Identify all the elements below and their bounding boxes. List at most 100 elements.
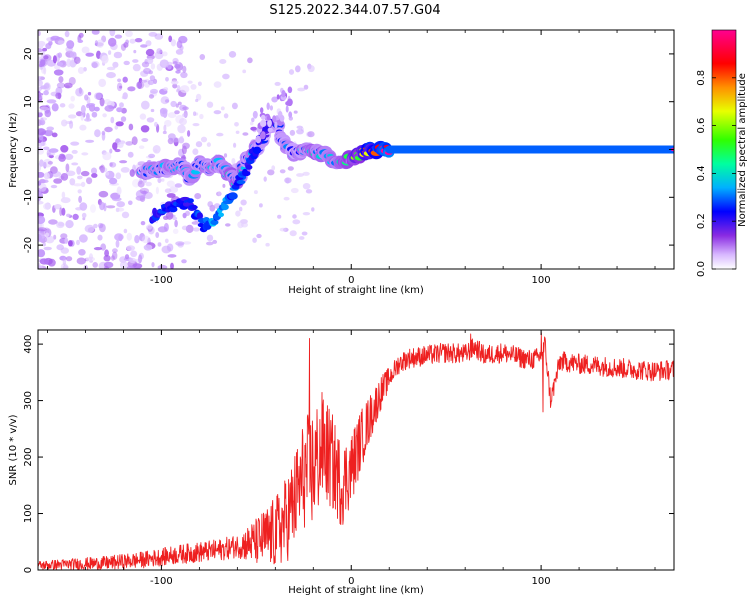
heatmap-cell (292, 219, 301, 225)
heatmap-cell (242, 170, 251, 177)
heatmap-cell (122, 92, 128, 100)
heatmap-cell (116, 82, 123, 92)
heatmap-cell (106, 66, 116, 71)
heatmap-cell (85, 256, 95, 262)
heatmap-cell (79, 124, 87, 131)
x-tick-label: 0 (348, 275, 354, 286)
heatmap-cell (180, 71, 188, 79)
heatmap-cell (145, 48, 155, 57)
heatmap-cell (119, 85, 123, 89)
heatmap-cell (131, 136, 138, 146)
heatmap-cell (259, 203, 263, 208)
heatmap-cell (223, 153, 228, 158)
heatmap-cell (77, 175, 83, 180)
heatmap-cell (133, 49, 137, 54)
heatmap-cell (78, 249, 86, 256)
heatmap-cell (99, 97, 105, 107)
y-tick-label: 0 (23, 567, 34, 573)
heatmap-cell (69, 51, 77, 58)
heatmap-cell (69, 178, 76, 186)
snr-frame (37, 329, 675, 571)
heatmap-cell (109, 177, 118, 185)
heatmap-cell (283, 196, 290, 201)
heatmap-cell (206, 101, 214, 108)
heatmap-cell (128, 123, 134, 131)
heatmap-cell (38, 200, 44, 205)
heatmap-cell (38, 110, 43, 114)
heatmap-cell (155, 186, 159, 195)
heatmap-cell (168, 35, 173, 43)
y-tick-label: -10 (23, 189, 34, 205)
x-tick-label: -100 (150, 576, 173, 587)
heatmap-cell (48, 148, 59, 153)
heatmap-cell (109, 148, 113, 154)
heatmap-cell (80, 181, 86, 188)
heatmap-cell (70, 141, 80, 146)
y-tick-label: 10 (23, 95, 34, 108)
heatmap-cell (187, 130, 191, 137)
heatmap-cell (213, 81, 222, 88)
heatmap-cell (287, 86, 293, 94)
heatmap-cell (307, 65, 315, 73)
heatmap-cell (165, 77, 169, 82)
heatmap-cell (109, 162, 117, 168)
heatmap-cell (213, 110, 222, 115)
heatmap-cell (116, 201, 125, 208)
heatmap-cell (39, 258, 49, 265)
heatmap-cell (137, 180, 145, 188)
heatmap-cell (181, 259, 187, 264)
heatmap-cell (114, 233, 124, 241)
x-tick-label: 100 (532, 275, 551, 286)
heatmap-cell (274, 81, 281, 86)
heatmap-cell (255, 135, 262, 144)
heatmap-cell (156, 48, 162, 55)
heatmap-cell (99, 223, 106, 233)
heatmap-cell (94, 129, 101, 138)
heatmap-cell (129, 169, 135, 177)
heatmap-cell (60, 145, 69, 153)
heatmap-cell (119, 160, 128, 164)
heatmap-cell (129, 38, 136, 44)
heatmap-cell (185, 210, 190, 216)
heatmap-cell (59, 103, 66, 108)
heatmap-cell (174, 110, 180, 115)
heatmap-cell (76, 239, 80, 246)
heatmap-cell (176, 40, 183, 49)
heatmap-cell (122, 76, 128, 83)
heatmap-cell (40, 117, 47, 121)
heatmap-cell (53, 178, 63, 184)
heatmap-cell (160, 178, 165, 182)
heatmap-cell (104, 266, 109, 269)
heatmap-cell (249, 121, 254, 126)
heatmap-cell (105, 171, 110, 176)
heatmap-cell (123, 228, 128, 234)
heatmap-cell (43, 90, 49, 96)
heatmap-cell (42, 242, 46, 247)
heatmap-cell (51, 171, 62, 178)
heatmap-cell (94, 106, 100, 112)
heatmap-cell (60, 197, 71, 204)
heatmap-cell (55, 92, 62, 99)
heatmap-cell (245, 164, 253, 170)
heatmap-cell (180, 135, 184, 140)
heatmap-cell (65, 170, 76, 177)
heatmap-cell (157, 264, 168, 269)
heatmap-cell (92, 262, 98, 268)
heatmap-cell (182, 65, 187, 73)
heatmap-cell (40, 65, 46, 74)
heatmap-cell (140, 44, 148, 48)
heatmap-cell (38, 94, 43, 103)
heatmap-cell (96, 39, 104, 48)
heatmap-cell (305, 189, 313, 194)
heatmap-cell (110, 116, 115, 124)
heatmap-cell (66, 213, 71, 218)
snr-x-axis-label: Height of straight line (km) (288, 585, 424, 596)
heatmap-cell (38, 128, 47, 136)
heatmap-cell (236, 180, 246, 185)
heatmap-cell (53, 69, 64, 76)
heatmap-cell (241, 222, 248, 228)
heatmap-cell (263, 176, 267, 182)
snr-y-axis-label: SNR (10 * v/v) (8, 414, 19, 485)
heatmap-cell (38, 58, 48, 67)
heatmap-cell (145, 40, 152, 47)
